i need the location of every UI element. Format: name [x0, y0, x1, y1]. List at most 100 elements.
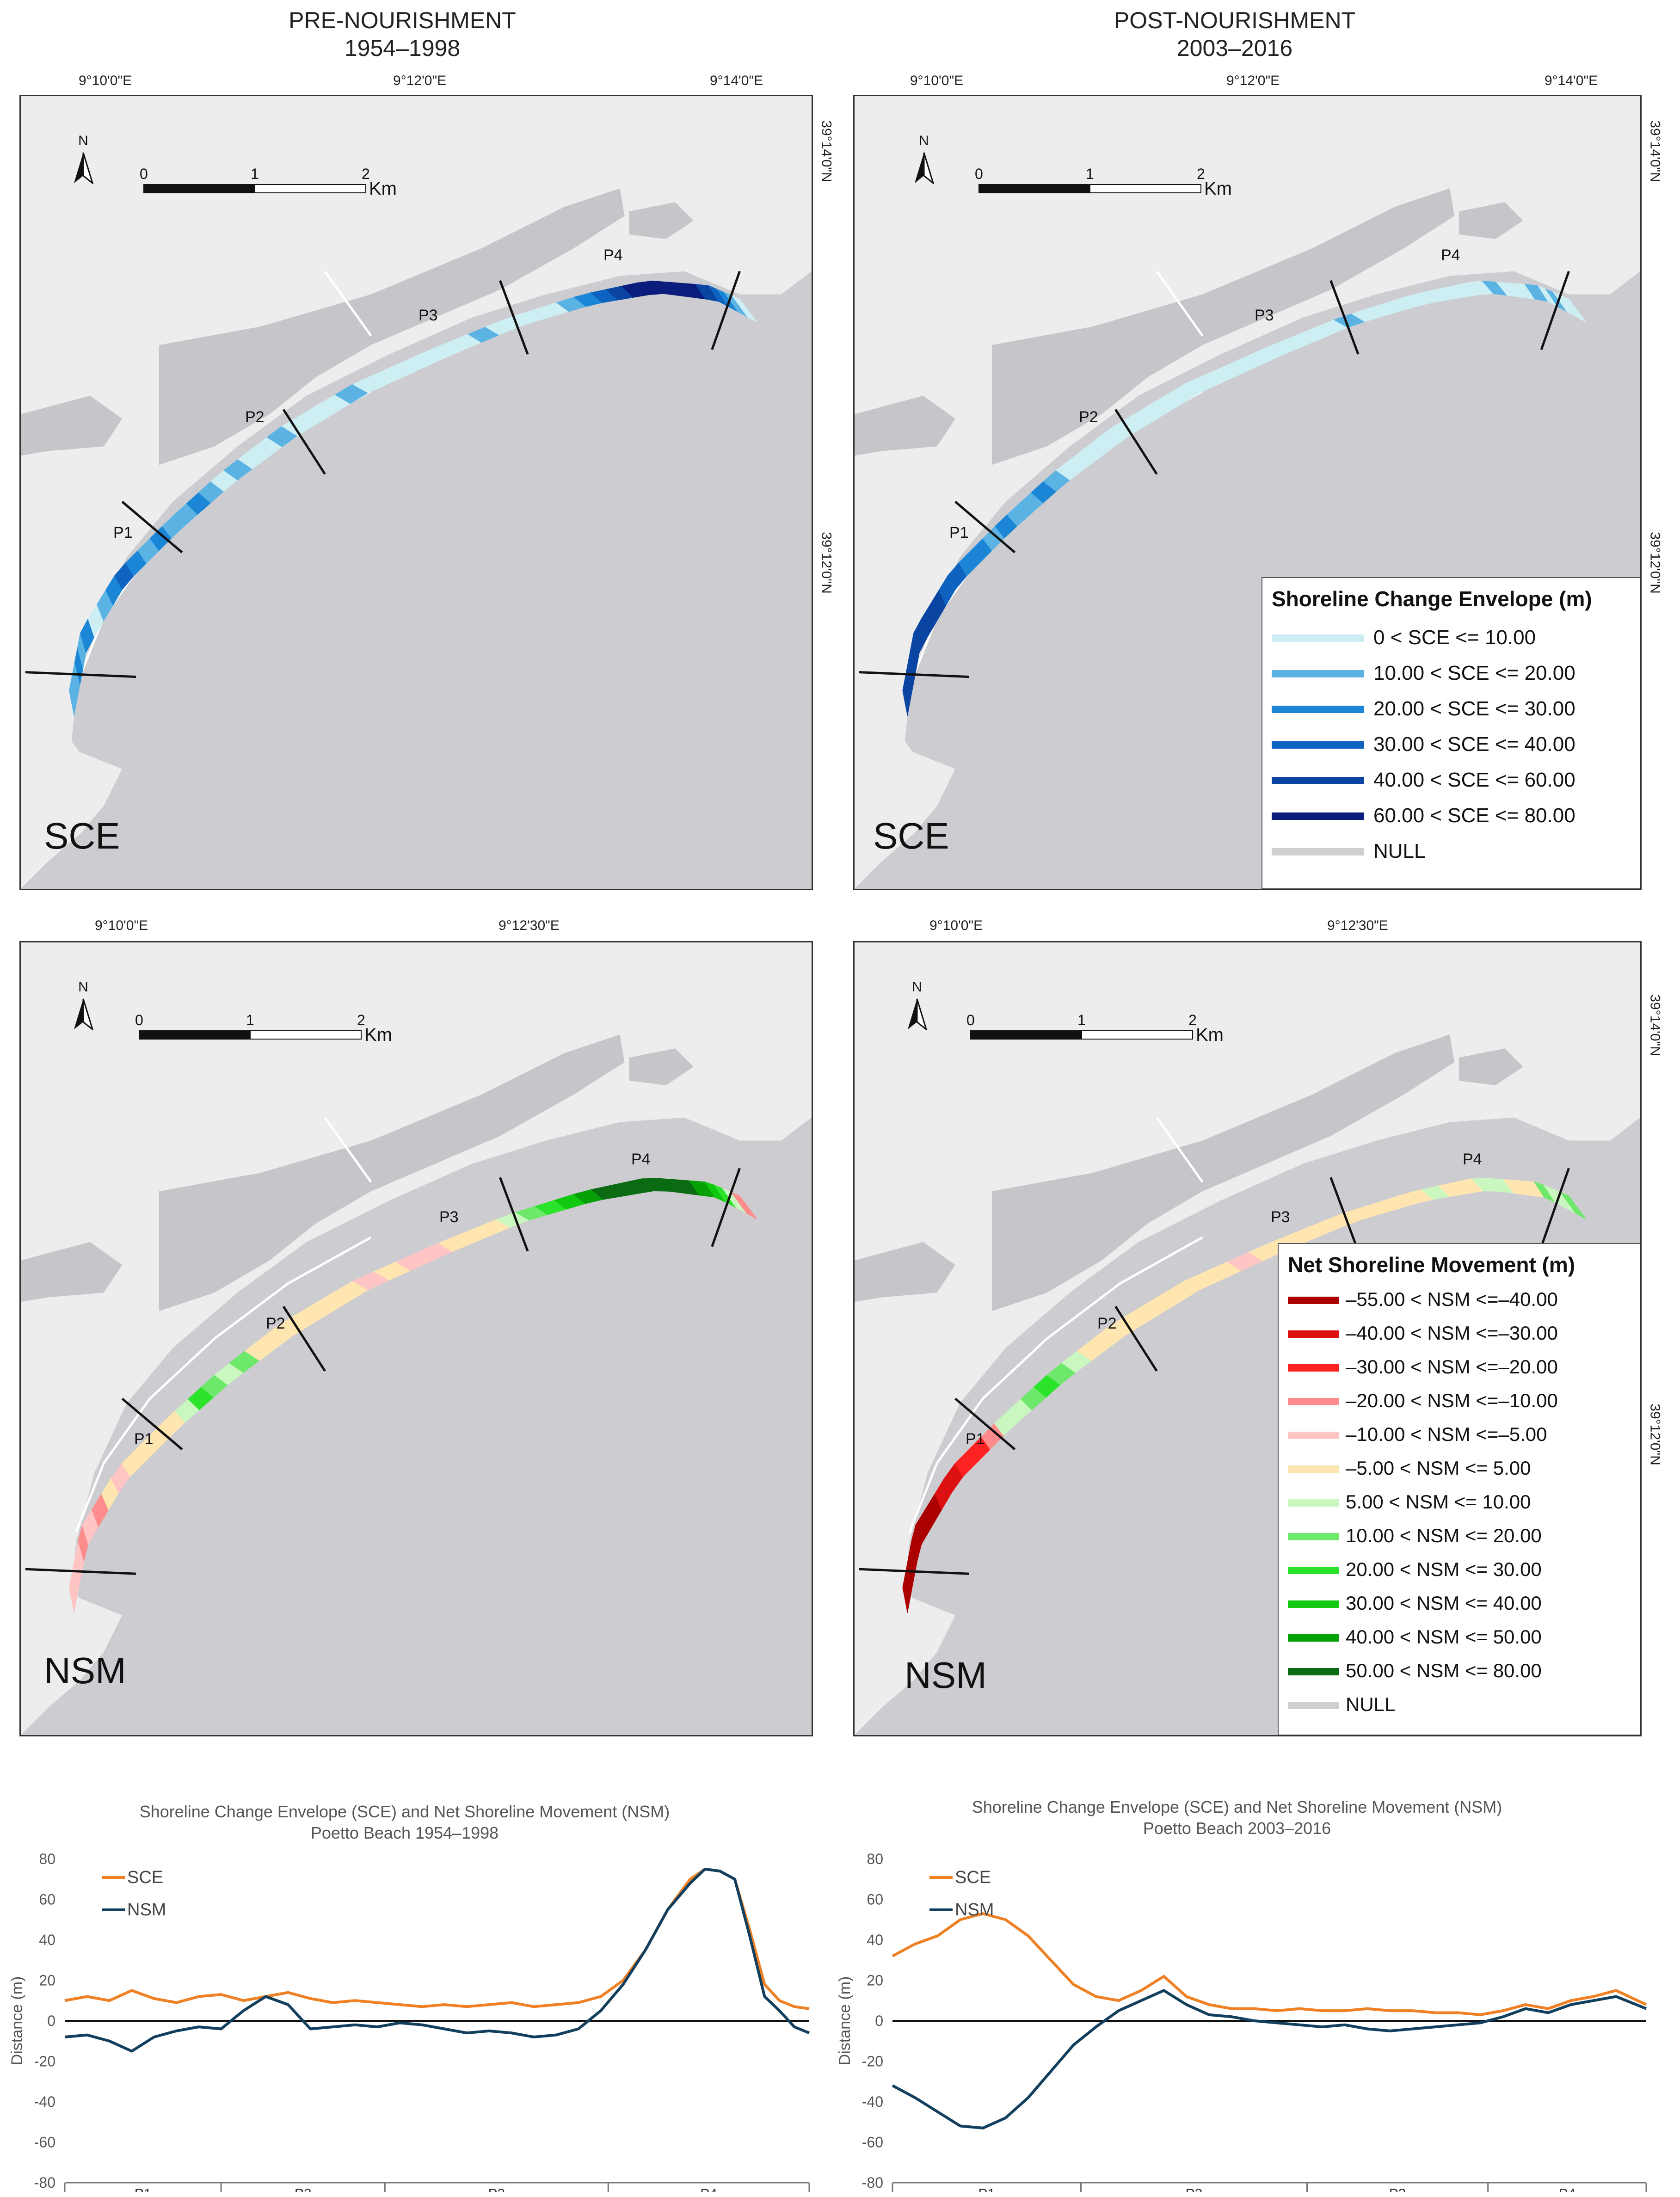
lon-tick: 9°10'0"E — [910, 73, 964, 88]
map-nsm-pre: N 0 1 2 Km P1 P2 P3 P4 NSM — [19, 941, 813, 1736]
profile-label-p3: P3 — [439, 1208, 459, 1226]
north-arrow: N — [72, 979, 95, 1030]
profile-tick-label: P3 — [1389, 2186, 1406, 2192]
series-line-sce — [64, 1867, 810, 2010]
profile-label-p4: P4 — [631, 1151, 651, 1168]
lat-tick: 39°12'0"N — [1647, 1403, 1663, 1465]
legend-label: SCE — [955, 1868, 991, 1887]
y-tick-label: 80 — [39, 1851, 55, 1867]
profile-tick-label: P4 — [700, 2186, 717, 2192]
shoreline-segment — [1560, 1192, 1587, 1219]
panel-label: SCE — [44, 815, 120, 856]
chart-title-pre: Shoreline Change Envelope (SCE) and Net … — [0, 1801, 809, 1844]
panel-label: NSM — [44, 1650, 126, 1691]
nsm-legend: Net Shoreline Movement (m) –55.00 < NSM … — [1278, 1243, 1640, 1735]
y-axis-label: Distance (m) — [8, 1976, 26, 2066]
lat-tick: 39°12'0"N — [1647, 532, 1663, 594]
profile-boundary-line — [282, 409, 326, 475]
lon-tick: 9°12'30"E — [498, 918, 560, 933]
profile-boundary-line — [1329, 1177, 1360, 1252]
profile-boundary-line — [499, 1177, 529, 1252]
panel-label: NSM — [905, 1655, 987, 1696]
column-title-post-period: 2003–2016 — [1176, 35, 1293, 61]
profile-label-p1: P1 — [113, 524, 133, 542]
profile-boundary-line — [499, 280, 529, 355]
scale-bar: 0 1 2 Km — [975, 166, 1232, 199]
y-tick-label: 60 — [867, 1891, 883, 1908]
y-tick-label: -40 — [34, 2093, 55, 2110]
legend-label: NSM — [127, 1900, 166, 1920]
series-line-nsm — [64, 1867, 810, 2053]
chart-post: Distance (m) 80 60 40 20 0 -20 -40 -60 -80 P1 P2 P3 P… — [836, 1851, 1647, 2192]
scale-bar: 0 1 2 Km — [140, 166, 397, 199]
lat-tick: 39°12'0"N — [818, 532, 834, 594]
profile-label-p1: P1 — [966, 1430, 985, 1448]
lat-tick: 39°14'0"N — [818, 120, 834, 182]
shoreline-segment — [731, 295, 757, 323]
profile-label-p4: P4 — [1441, 246, 1460, 264]
profile-boundary-line — [25, 671, 136, 678]
lat-tick: 39°14'0"N — [1647, 120, 1663, 182]
column-title-post: POST-NOURISHMENT 2003–2016 — [1091, 6, 1378, 62]
map-nsm-post: N 0 1 2 Km P1 P2 P3 P4 NSM Net Shoreline… — [853, 941, 1642, 1736]
shoreline-segment — [730, 1192, 757, 1219]
chart-title: Shoreline Change Envelope (SCE) and Net … — [139, 1802, 670, 1821]
lon-tick: 9°14'0"E — [1545, 73, 1598, 88]
profile-label-p2: P2 — [266, 1315, 285, 1332]
y-tick-label: -20 — [862, 2053, 883, 2070]
profile-label-p4: P4 — [1463, 1151, 1482, 1168]
y-tick-label: -60 — [862, 2134, 883, 2151]
profile-label-p1: P1 — [949, 524, 969, 542]
profile-label-p3: P3 — [418, 307, 438, 324]
lon-tick: 9°10'0"E — [79, 73, 132, 88]
profile-label-p2: P2 — [1079, 408, 1098, 426]
panel-label: SCE — [873, 815, 949, 856]
profile-boundary-line — [954, 501, 1016, 554]
chart-subtitle: Poetto Beach 2003–2016 — [1143, 1819, 1331, 1838]
profile-tick-label: P1 — [978, 2186, 995, 2192]
profile-label-p3: P3 — [1255, 307, 1274, 324]
profile-boundary-line — [1329, 280, 1360, 355]
profile-boundary-line — [1540, 1168, 1570, 1247]
y-tick-label: -40 — [862, 2093, 883, 2110]
chart-subtitle: Poetto Beach 1954–1998 — [310, 1823, 499, 1842]
map-sce-pre-canvas — [21, 96, 812, 889]
north-arrow: N — [72, 133, 95, 184]
y-tick-label: 40 — [39, 1932, 55, 1948]
profile-boundary-line — [121, 501, 183, 554]
north-arrow: N — [905, 979, 929, 1030]
y-tick-label: 40 — [867, 1932, 883, 1948]
profile-tick-label: P4 — [1558, 2186, 1575, 2192]
profile-tick-label: P1 — [135, 2186, 152, 2192]
north-arrow: N — [912, 133, 935, 184]
sce-legend-title: Shoreline Change Envelope (m) — [1272, 587, 1592, 611]
profile-tick-label: P2 — [295, 2186, 312, 2192]
map-sce-pre: N 0 1 2 Km P1 P2 P3 P4 SCE — [19, 95, 813, 890]
map-nsm-pre-canvas — [21, 942, 812, 1735]
y-tick-label: 20 — [39, 1972, 55, 1989]
north-arrow-icon — [74, 152, 94, 184]
y-tick-label: 20 — [867, 1972, 883, 1989]
y-tick-label: 80 — [867, 1851, 883, 1867]
profile-boundary-line — [1540, 271, 1570, 350]
profile-boundary-line — [711, 1168, 741, 1247]
profile-boundary-line — [282, 1305, 326, 1372]
series-line-sce — [892, 1912, 1647, 2016]
y-axis-label: Distance (m) — [836, 1976, 854, 2066]
lon-tick: 9°10'0"E — [95, 918, 148, 933]
profile-tick-label: P2 — [1186, 2186, 1203, 2192]
lat-tick: 39°14'0"N — [1647, 994, 1663, 1056]
lon-tick: 9°12'0"E — [393, 73, 447, 88]
column-title-pre-name: PRE-NOURISHMENT — [289, 7, 516, 33]
profile-boundary-line — [1114, 1305, 1158, 1372]
lon-tick: 9°14'0"E — [710, 73, 763, 88]
column-title-pre: PRE-NOURISHMENT 1954–1998 — [259, 6, 546, 62]
north-arrow-icon — [915, 152, 935, 184]
y-tick-label: 0 — [47, 2012, 55, 2029]
profile-label-p3: P3 — [1271, 1208, 1290, 1226]
lon-tick: 9°12'0"E — [1226, 73, 1280, 88]
series-line-nsm — [892, 1989, 1647, 2129]
profile-label-p2: P2 — [245, 408, 265, 426]
profile-boundary-line — [954, 1397, 1016, 1451]
y-tick-label: -80 — [34, 2174, 55, 2191]
